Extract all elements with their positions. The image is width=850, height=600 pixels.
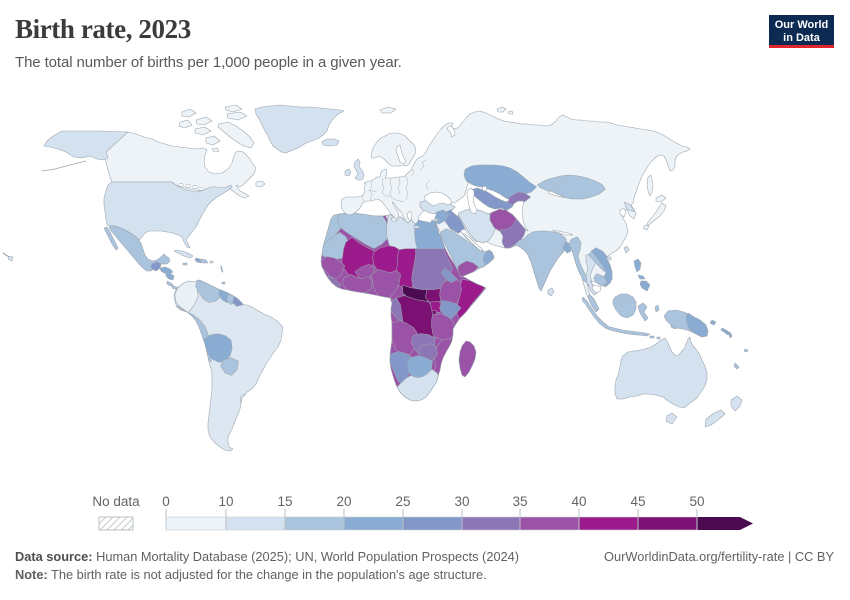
svg-text:50: 50 [689, 494, 704, 509]
svg-text:35: 35 [512, 494, 527, 509]
svg-text:15: 15 [277, 494, 292, 509]
svg-text:20: 20 [336, 494, 351, 509]
svg-text:45: 45 [630, 494, 645, 509]
svg-text:40: 40 [571, 494, 586, 509]
svg-text:10: 10 [218, 494, 233, 509]
svg-text:30: 30 [454, 494, 469, 509]
svg-text:0: 0 [162, 494, 170, 509]
svg-text:No data: No data [92, 494, 140, 509]
svg-text:25: 25 [395, 494, 410, 509]
